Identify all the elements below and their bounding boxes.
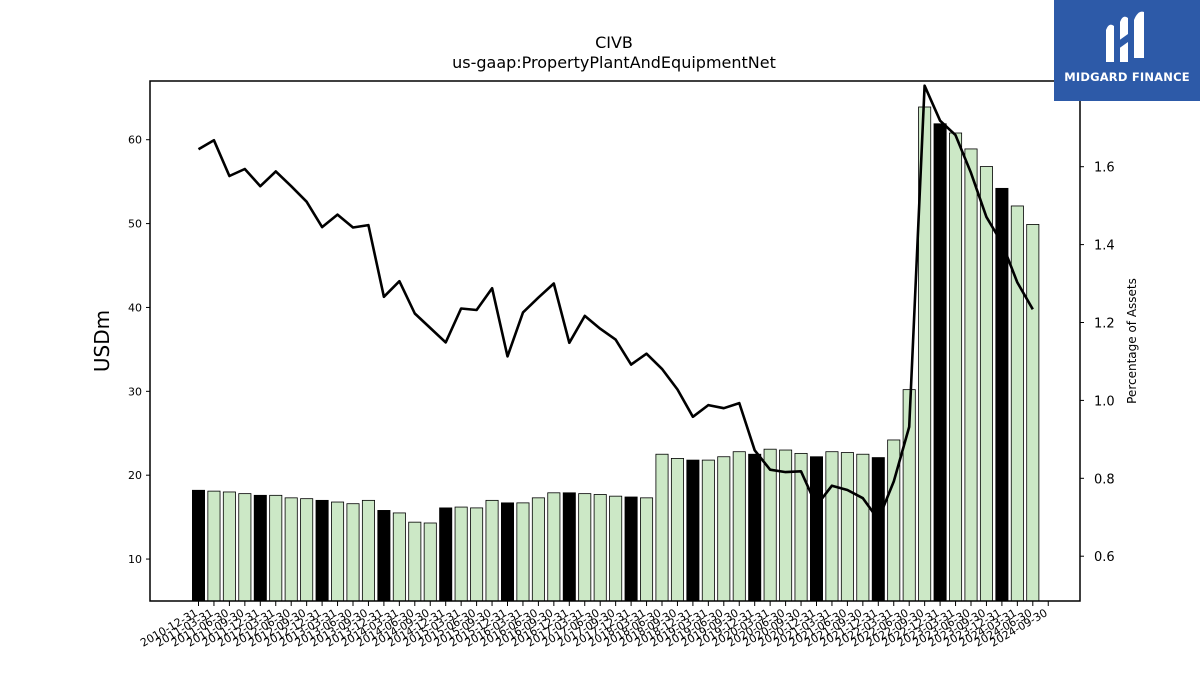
bar	[949, 132, 963, 602]
bar	[392, 512, 406, 602]
bar	[531, 497, 545, 602]
bar	[856, 453, 870, 602]
bar	[253, 494, 267, 602]
y-tick-label: 60	[128, 134, 142, 147]
bar	[500, 502, 514, 602]
y2-tick-label: 1.4	[1094, 239, 1115, 254]
bar	[748, 453, 762, 602]
chart-subtitle: us-gaap:PropertyPlantAndEquipmentNet	[452, 53, 776, 72]
bar	[191, 489, 205, 602]
bar	[269, 494, 283, 602]
bar	[810, 456, 824, 602]
midgard-finance-logo: MIDGARD FINANCE	[1054, 0, 1200, 101]
y2-tick-label: 1.0	[1094, 394, 1115, 409]
bar	[825, 451, 839, 602]
bar	[547, 492, 561, 602]
bar	[670, 458, 684, 602]
bar	[408, 521, 422, 602]
percentage-line	[197, 84, 1034, 521]
y2-tick-label: 0.8	[1094, 472, 1115, 487]
bar	[717, 456, 731, 602]
bar	[1010, 205, 1024, 602]
plot-frame	[149, 80, 1081, 602]
bar	[516, 502, 530, 602]
bar	[423, 522, 437, 602]
bar	[995, 187, 1009, 602]
bar	[732, 451, 746, 602]
bar	[1026, 224, 1040, 602]
bar	[609, 495, 623, 602]
bar	[933, 123, 947, 602]
bar	[655, 453, 669, 602]
bar	[686, 459, 700, 602]
bar	[794, 452, 808, 602]
bar	[315, 499, 329, 602]
bar	[485, 499, 499, 602]
bar	[701, 459, 715, 602]
midgard-m-logo-icon	[1106, 11, 1144, 63]
plot-area: 1020304050600.60.81.01.21.41.61.82010-12…	[128, 80, 1115, 650]
bar	[470, 507, 484, 602]
bar	[454, 506, 468, 602]
bar	[964, 148, 978, 602]
y2-axis-label: Percentage of Assets	[1125, 278, 1139, 404]
bar	[439, 507, 453, 602]
bar	[300, 498, 314, 602]
bar	[871, 457, 885, 602]
y-tick-label: 20	[128, 469, 142, 482]
y2-tick-label: 0.6	[1094, 550, 1115, 565]
y-axis-label: USDm	[90, 310, 114, 372]
bar	[346, 503, 360, 602]
bar	[578, 493, 592, 602]
bar	[763, 448, 777, 602]
bar	[361, 499, 375, 602]
chart-title: CIVB	[595, 33, 633, 52]
y-tick-label: 30	[128, 385, 142, 398]
bar	[207, 490, 221, 602]
bar	[284, 497, 298, 602]
bar	[979, 166, 993, 602]
y2-tick-label: 1.6	[1094, 161, 1115, 176]
y-tick-label: 40	[128, 301, 142, 314]
bar	[840, 452, 854, 602]
bar	[624, 496, 638, 602]
y-tick-label: 50	[128, 218, 142, 231]
y-tick-label: 10	[128, 553, 142, 566]
bar	[640, 497, 654, 602]
bar	[377, 510, 391, 602]
y2-tick-label: 1.2	[1094, 316, 1115, 331]
bar	[593, 494, 607, 602]
bar	[238, 493, 252, 602]
bar	[331, 501, 345, 602]
bar	[222, 491, 236, 602]
logo-text: MIDGARD FINANCE	[1064, 70, 1190, 84]
bar	[562, 492, 576, 602]
